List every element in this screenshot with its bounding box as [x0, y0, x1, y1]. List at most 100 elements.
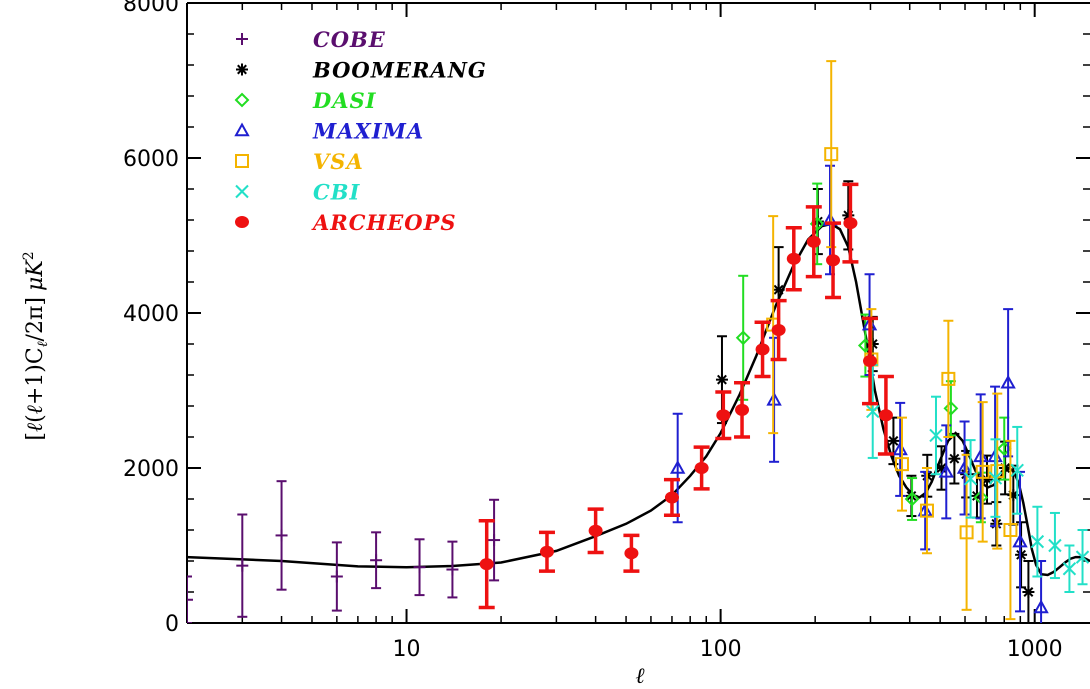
data-point: [919, 467, 934, 555]
marker: [716, 409, 731, 422]
x-axis-title: ℓ: [635, 664, 645, 689]
legend-label: MAXIMA: [312, 119, 424, 144]
marker: [919, 503, 934, 518]
data-series: [187, 60, 1090, 623]
data-point: [862, 316, 879, 406]
marker: [1012, 533, 1028, 548]
marker: [826, 254, 841, 267]
data-point: [715, 390, 732, 441]
marker: [1010, 463, 1024, 478]
data-point: [478, 518, 495, 610]
legend-marker: [235, 184, 249, 199]
marker: [1062, 562, 1077, 576]
marker: [843, 217, 858, 230]
marker: [669, 459, 686, 474]
data-point: [693, 445, 710, 491]
marker: [664, 491, 679, 504]
y-tick-label: 6000: [123, 147, 179, 172]
legend-item-vsa: VSA: [235, 149, 364, 174]
series-archeops: [478, 182, 894, 610]
data-point: [488, 498, 501, 582]
marker: [735, 403, 750, 416]
marker: [892, 441, 908, 456]
data-point: [877, 374, 894, 456]
data-point: [785, 226, 802, 292]
data-point: [917, 470, 933, 551]
legend-item-archeops: ARCHEOPS: [235, 210, 457, 235]
data-point: [1015, 521, 1028, 589]
marker: [771, 324, 786, 337]
data-point: [956, 420, 973, 516]
marker: [887, 434, 900, 447]
data-point: [734, 381, 751, 439]
y-tick-label: 8000: [123, 0, 179, 17]
marker: [187, 593, 193, 606]
marker: [786, 252, 801, 265]
data-point: [587, 507, 604, 555]
data-point: [963, 439, 978, 519]
marker: [330, 570, 343, 583]
marker: [948, 452, 961, 465]
data-point: [1030, 505, 1045, 578]
data-point: [770, 298, 787, 362]
marker: [539, 545, 554, 558]
marker: [275, 529, 288, 542]
marker: [929, 428, 943, 443]
marker: [963, 472, 978, 486]
marker: [894, 457, 909, 472]
data-point: [904, 477, 920, 521]
marker: [866, 404, 880, 419]
data-point: [990, 392, 1005, 550]
marker: [904, 491, 920, 507]
legend-marker: [235, 216, 249, 228]
data-point: [330, 541, 343, 612]
data-point: [1075, 529, 1090, 586]
model-curve: [187, 222, 1090, 577]
marker: [715, 373, 728, 386]
data-point: [623, 533, 640, 573]
legend-item-cobe: COBE: [236, 27, 385, 52]
series-cobe: [187, 480, 501, 623]
marker: [959, 525, 974, 540]
y-axis: 0 2000 4000 6000 8000: [123, 0, 1090, 637]
marker: [1022, 586, 1035, 598]
marker: [735, 330, 751, 346]
marker: [772, 283, 785, 296]
marker: [488, 534, 501, 547]
marker: [413, 561, 426, 574]
marker: [446, 563, 459, 576]
marker: [806, 235, 821, 248]
marker: [975, 464, 990, 479]
legend-label: VSA: [313, 149, 364, 174]
legend-marker: [235, 154, 249, 168]
marker: [1075, 550, 1090, 564]
legend-label: DASI: [312, 88, 377, 113]
marker: [236, 559, 249, 572]
legend-marker: [236, 33, 248, 45]
x-axis: 10 100 1000: [186, 3, 1063, 662]
data-point: [663, 477, 680, 518]
x-tick-label: 10: [393, 637, 421, 662]
y-axis-title: [ℓ(ℓ+1)Cℓ/2π]μK2: [21, 251, 51, 440]
marker: [1000, 374, 1016, 389]
legend-item-cbi: CBI: [235, 180, 359, 205]
data-point: [1012, 470, 1028, 613]
marker: [1048, 538, 1062, 553]
marker: [624, 547, 639, 560]
data-point: [754, 320, 771, 379]
data-point: [1022, 560, 1035, 623]
data-point: [824, 60, 839, 249]
marker: [1015, 548, 1028, 561]
data-point: [187, 575, 193, 623]
legend-label: ARCHEOPS: [311, 210, 457, 235]
marker: [588, 524, 603, 537]
data-point: [929, 395, 943, 476]
marker: [479, 558, 494, 571]
data-point: [669, 412, 686, 524]
data-point: [413, 538, 426, 597]
series-maxima: [669, 164, 1049, 623]
data-point: [825, 221, 842, 300]
marker: [755, 343, 770, 356]
series-vsa: [766, 60, 1018, 621]
